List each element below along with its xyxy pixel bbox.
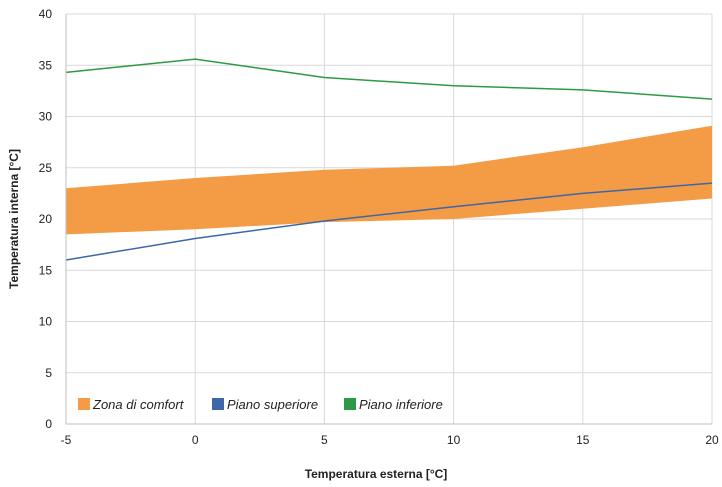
x-axis-title: Temperatura esterna [°C] xyxy=(305,467,448,481)
x-tick-label: 10 xyxy=(447,433,461,447)
legend: Zona di comfort Piano superiore Piano in… xyxy=(78,397,443,412)
legend-label-lower: Piano inferiore xyxy=(359,397,443,412)
x-tick-label: 15 xyxy=(576,433,590,447)
legend-item-lower: Piano inferiore xyxy=(344,397,443,412)
axis-layer xyxy=(65,14,712,425)
series-line-1 xyxy=(65,58,713,100)
legend-swatch-upper xyxy=(212,398,224,410)
y-tick-label: 5 xyxy=(45,366,52,380)
y-tick-label: 10 xyxy=(39,315,53,329)
legend-item-upper: Piano superiore xyxy=(212,397,318,412)
legend-label-upper: Piano superiore xyxy=(227,397,318,412)
y-tick-label: 30 xyxy=(39,110,53,124)
x-tick-label: 5 xyxy=(321,433,328,447)
y-tick-label: 20 xyxy=(39,212,53,226)
y-tick-label: 35 xyxy=(39,58,53,72)
legend-swatch-lower xyxy=(344,398,356,410)
x-tick-label: -5 xyxy=(61,433,72,447)
series-layer xyxy=(65,58,713,261)
legend-swatch-comfort xyxy=(78,398,90,410)
legend-item-comfort: Zona di comfort xyxy=(78,397,185,412)
legend-label-comfort: Zona di comfort xyxy=(92,397,185,412)
y-tick-label: 15 xyxy=(39,263,53,277)
tick-layer: 0 5 10 15 20 25 30 35 40 -5 0 5 10 15 20 xyxy=(39,7,719,447)
x-tick-label: 20 xyxy=(705,433,719,447)
band-layer xyxy=(66,125,712,235)
x-tick-label: 0 xyxy=(192,433,199,447)
y-axis-title: Temperatura interna [°C] xyxy=(7,149,21,289)
y-tick-label: 40 xyxy=(39,7,53,21)
y-tick-label: 25 xyxy=(39,161,53,175)
series-line-0 xyxy=(65,182,713,261)
y-tick-label: 0 xyxy=(45,417,52,431)
comfort-band xyxy=(66,125,712,235)
